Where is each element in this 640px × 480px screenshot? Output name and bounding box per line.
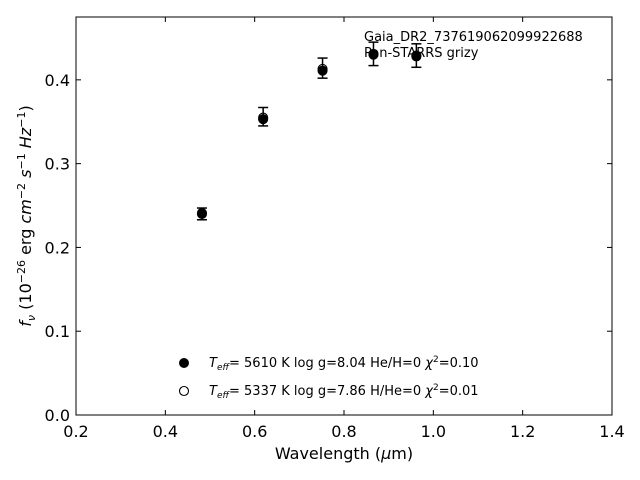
model-point-open <box>411 50 422 61</box>
y-tick-label: 0.0 <box>45 406 70 425</box>
legend: Teff= 5610 K log g=8.04 He/H=0 χ2=0.10 T… <box>178 355 479 401</box>
x-tick-label: 0.4 <box>153 422 178 441</box>
legend-label-open: Teff= 5337 K log g=7.86 H/He=0 χ2=0.01 <box>209 383 479 401</box>
model-point-open <box>258 112 269 123</box>
data-points <box>196 41 422 221</box>
y-tick-label: 0.4 <box>45 71 70 90</box>
y-tick-label: 0.3 <box>45 155 70 174</box>
y-tick-label: 0.1 <box>45 322 70 341</box>
x-tick-label: 0.6 <box>242 422 267 441</box>
legend-marker-open <box>178 385 190 397</box>
x-tick-label: 1.2 <box>510 422 535 441</box>
legend-marker-filled <box>179 358 189 368</box>
legend-label-filled: Teff= 5610 K log g=8.04 He/H=0 χ2=0.10 <box>209 355 479 373</box>
model-point-open <box>368 48 379 59</box>
y-axis-label: fν (10−26 erg cm−2 s−1 Hz−1) <box>15 105 38 326</box>
model-point-open <box>196 208 208 219</box>
x-axis-label: Wavelength (μm) <box>275 444 413 463</box>
x-tick-label: 0.8 <box>331 422 356 441</box>
y-tick-label: 0.2 <box>45 238 70 257</box>
annotation-source-id: Gaia_DR2_737619062099922688 <box>364 30 583 45</box>
axis-ticks: 0.2 0.4 0.6 0.8 1.0 1.2 1.4 0.0 0.1 0.2 0.3 0.4 <box>45 17 625 441</box>
annotation-survey: Pan-STARRS grizy <box>364 46 479 61</box>
x-tick-label: 1.0 <box>421 422 446 441</box>
x-tick-label: 0.2 <box>63 422 88 441</box>
x-tick-label: 1.4 <box>599 422 624 441</box>
model-point-open <box>317 63 328 74</box>
